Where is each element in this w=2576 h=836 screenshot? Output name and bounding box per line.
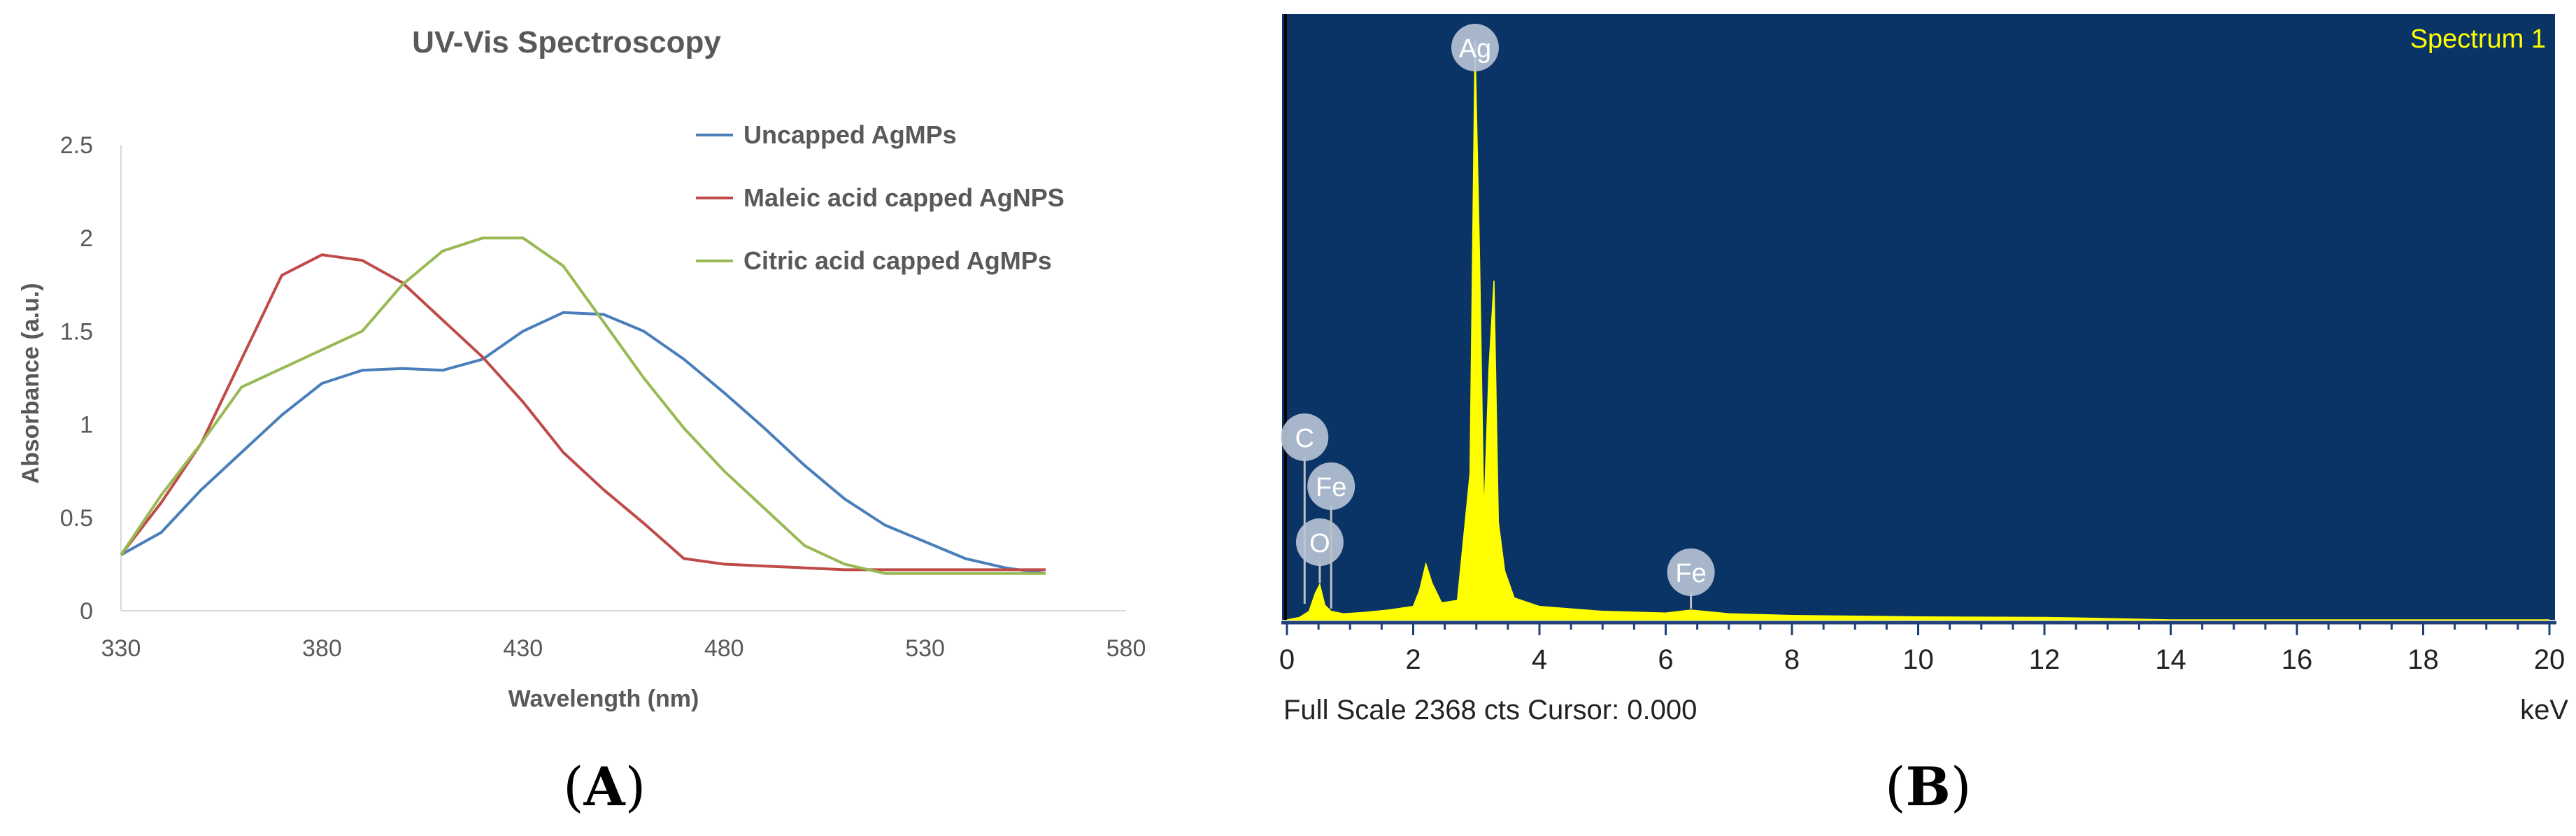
series-line xyxy=(120,253,1046,572)
series-line xyxy=(120,311,1046,575)
x-tick-label: 0 xyxy=(1279,644,1295,675)
series-lines xyxy=(120,236,1046,575)
x-tick-label: 12 xyxy=(2029,644,2061,675)
kev-axis: 0 2 4 6 8 10 12 14 16 18 20 xyxy=(1279,621,2566,675)
panel-label-a: (A) xyxy=(563,756,646,818)
peak-marker: Ag xyxy=(1451,24,1499,71)
kev-unit-label: keV xyxy=(2520,695,2568,725)
y-tick-label: 2 xyxy=(80,225,93,252)
eds-panel: C O Fe Ag Fe Spectrum 1 0 2 4 6 8 10 12 14 16 18 20 Fu… xyxy=(1266,0,2576,836)
x-tick-label: 380 xyxy=(302,635,342,662)
peak-marker: Fe xyxy=(1307,462,1355,609)
y-tick-label: 0 xyxy=(80,598,93,625)
peak-label: Fe xyxy=(1316,473,1346,502)
peak-badge xyxy=(1307,462,1355,510)
y-tick-label: 2.5 xyxy=(60,132,93,159)
chart-title: UV-Vis Spectroscopy xyxy=(412,25,721,59)
series-line xyxy=(120,236,1046,575)
spectrum-fill xyxy=(1286,41,2549,621)
peak-badge xyxy=(1667,548,1715,596)
peak-badge xyxy=(1281,413,1329,461)
spectrum-area xyxy=(1284,14,2549,621)
peak-labels: C O Fe Ag Fe xyxy=(1281,24,1715,609)
x-tick-label: 2 xyxy=(1405,644,1421,675)
spectrum-title: Spectrum 1 xyxy=(2410,24,2546,54)
scale-cursor-readout: Full Scale 2368 cts Cursor: 0.000 xyxy=(1283,695,1697,725)
peak-label: C xyxy=(1295,424,1314,453)
peak-label: O xyxy=(1309,529,1330,558)
y-tick-label: 1.5 xyxy=(60,318,93,345)
eds-spectrum-chart: C O Fe Ag Fe Spectrum 1 0 2 4 6 8 10 12 14 16 18 20 Fu… xyxy=(1279,14,2568,725)
uv-vis-chart: UV-Vis Spectroscopy Absorbance (a.u.) Wa… xyxy=(17,25,1146,712)
x-tick-label: 580 xyxy=(1106,635,1146,662)
x-tick-label: 18 xyxy=(2407,644,2439,675)
peak-badge xyxy=(1451,24,1499,71)
legend-entry: Maleic acid capped AgNPS xyxy=(743,183,1065,212)
y-axis-label: Absorbance (a.u.) xyxy=(17,283,44,483)
peak-marker: C xyxy=(1281,413,1329,604)
x-tick-label: 330 xyxy=(101,635,141,662)
y-tick-label: 1 xyxy=(80,412,93,439)
x-tick-label: 4 xyxy=(1532,644,1547,675)
x-tick-label: 430 xyxy=(503,635,543,662)
x-tick-label: 16 xyxy=(2282,644,2313,675)
chart-legend: Uncapped AgMPs Maleic acid capped AgNPS Ci… xyxy=(696,120,1065,275)
panel-letter: B xyxy=(1905,756,1951,818)
legend-entry: Citric acid capped AgMPs xyxy=(743,246,1052,275)
y-tick-label: 0.5 xyxy=(60,505,93,532)
peak-label: Fe xyxy=(1675,559,1706,588)
panel-label-b: (B) xyxy=(1885,756,1972,818)
x-tick-label: 480 xyxy=(704,635,744,662)
x-tick-label: 10 xyxy=(1902,644,1934,675)
chart-axes xyxy=(120,145,1126,611)
x-tick-label: 6 xyxy=(1658,644,1673,675)
peak-marker: Fe xyxy=(1667,548,1715,609)
x-tick-label: 530 xyxy=(905,635,945,662)
x-tick-label: 8 xyxy=(1784,644,1800,675)
x-tick-label: 14 xyxy=(2155,644,2186,675)
legend-entry: Uncapped AgMPs xyxy=(743,120,957,149)
peak-label: Ag xyxy=(1459,34,1491,64)
x-axis-label: Wavelength (nm) xyxy=(508,686,699,712)
x-tick-label: 20 xyxy=(2534,644,2566,675)
uv-vis-panel: UV-Vis Spectroscopy Absorbance (a.u.) Wa… xyxy=(0,0,1203,836)
panel-letter: A xyxy=(583,756,625,818)
tick-labels: 330 380 430 480 530 580 0 0.5 1 1.5 2 2.5 xyxy=(60,132,1146,662)
